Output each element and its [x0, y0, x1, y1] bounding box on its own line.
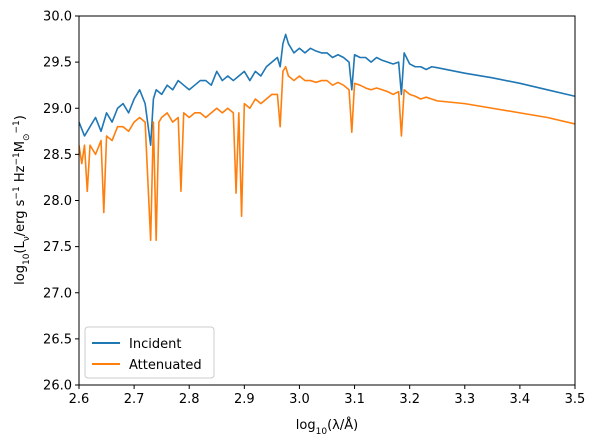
- x-tick-label: 2.7: [124, 392, 145, 407]
- x-tick-label: 3.1: [344, 392, 365, 407]
- x-tick-label: 2.6: [69, 392, 90, 407]
- y-axis-ticks: 26.0 26.5 27.0 27.5 28.0 28.5 29.0 29.5 30.0: [43, 10, 79, 394]
- y-tick-label: 27.0: [43, 286, 72, 301]
- y-label-sub: 10: [22, 253, 32, 265]
- y-label-p5: ): [13, 115, 28, 120]
- y-tick-label: 30.0: [43, 10, 72, 25]
- legend-label-attenuated: Attenuated: [129, 358, 202, 373]
- y-tick-label: 26.0: [43, 379, 72, 394]
- x-label-base: log: [296, 418, 316, 433]
- x-tick-label: 3.0: [289, 392, 310, 407]
- y-tick-label: 29.0: [43, 102, 72, 117]
- y-label-p3: Hz: [13, 165, 28, 186]
- y-label-p4: M: [13, 141, 28, 152]
- y-label-p2: /erg s: [13, 199, 28, 236]
- y-label-p3sup: −1: [12, 152, 22, 165]
- y-tick-label: 28.5: [43, 148, 72, 163]
- x-tick-label: 3.3: [454, 392, 475, 407]
- y-label-p2sup: −1: [12, 186, 22, 199]
- legend: Incident Attenuated: [84, 326, 215, 379]
- x-tick-label: 3.5: [565, 392, 586, 407]
- series-line-attenuated: [79, 65, 575, 241]
- x-tick-label: 2.8: [179, 392, 200, 407]
- series-line-incident: [79, 33, 575, 146]
- x-label-rest: (λ/Å): [327, 417, 358, 433]
- x-axis-label: log10(λ/Å): [296, 417, 358, 437]
- series-layer: [79, 33, 575, 241]
- y-tick-label: 29.5: [43, 56, 72, 71]
- x-label-sub: 10: [316, 427, 328, 437]
- y-axis-label: log10(Lν/erg s−1 Hz−1M⊙−1): [12, 115, 32, 285]
- y-label-p1sub: ν: [22, 236, 32, 241]
- y-label-p1: (L: [13, 241, 28, 254]
- y-tick-label: 27.5: [43, 240, 72, 255]
- y-tick-label: 26.5: [43, 332, 72, 347]
- y-tick-label: 28.0: [43, 194, 72, 209]
- x-tick-label: 2.9: [234, 392, 255, 407]
- y-label-base: log: [13, 265, 28, 285]
- y-label-p4sup: −1: [12, 120, 22, 133]
- y-label-p4sub: ⊙: [22, 134, 32, 142]
- x-tick-label: 3.2: [399, 392, 420, 407]
- legend-box: [84, 326, 215, 379]
- x-tick-label: 3.4: [510, 392, 531, 407]
- legend-label-incident: Incident: [129, 337, 181, 352]
- x-axis-ticks: 2.6 2.7 2.8 2.9 3.0 3.1 3.2 3.3 3.4 3.5: [69, 385, 586, 407]
